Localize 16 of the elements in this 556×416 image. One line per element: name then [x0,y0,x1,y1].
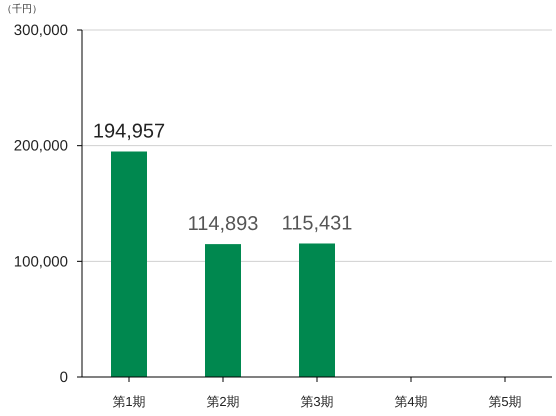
x-tick-label: 第1期 [112,394,146,409]
x-tick-label: 第2期 [206,394,240,409]
y-tick-label: 0 [60,369,68,386]
y-tick-label: 100,000 [14,253,68,270]
y-tick-label: 300,000 [14,22,68,39]
x-tick-label: 第3期 [300,394,334,409]
y-tick-label: 200,000 [14,138,68,155]
data-label: 114,893 [188,213,258,236]
x-tick-label: 第4期 [394,394,428,409]
data-label: 115,431 [282,212,352,234]
bar [205,244,241,377]
bar [299,243,335,377]
x-tick-label: 第5期 [488,394,522,409]
bar [111,152,147,377]
y-axis-title: （千円） [2,3,42,15]
data-label: 194,957 [92,120,166,142]
